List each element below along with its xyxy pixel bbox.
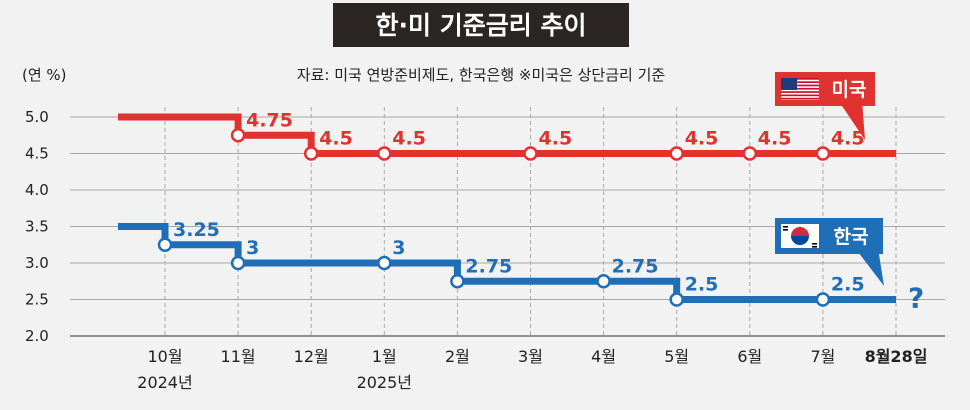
x-tick-label: 6월 xyxy=(737,347,762,366)
data-point xyxy=(450,274,465,289)
legend-us: 미국 xyxy=(775,72,875,140)
y-tick-label: 5.0 xyxy=(25,108,49,126)
y-tick-label: 3.5 xyxy=(25,218,49,236)
series-us: 4.75 4.5 4.5 4.5 4.5 4.5 4.5 xyxy=(118,109,896,161)
data-label: 3 xyxy=(392,237,405,259)
source-note: 자료: 미국 연방준비제도, 한국은행 ※미국은 상단금리 기준 xyxy=(297,66,666,84)
title-box xyxy=(333,3,629,47)
data-point xyxy=(815,146,831,161)
y-tick-label: 4.0 xyxy=(25,181,49,199)
kr-flag-icon xyxy=(781,224,819,248)
data-point xyxy=(157,237,173,252)
data-label: 4.5 xyxy=(392,128,426,150)
x-tick-label: 10월 xyxy=(147,347,182,366)
data-point xyxy=(523,146,538,161)
end-label: ? xyxy=(908,282,924,315)
x-tick-label: 8월28일 xyxy=(865,347,928,366)
callout-pointer xyxy=(855,248,884,286)
chart-title: 한·미 기준금리 추이 xyxy=(376,11,587,40)
data-label: 4.75 xyxy=(246,109,293,131)
data-point xyxy=(230,255,246,271)
x-tick-label: 3월 xyxy=(518,347,543,366)
data-point xyxy=(230,128,246,143)
legend-kr: 한국 xyxy=(775,218,884,286)
data-point xyxy=(596,274,611,289)
data-label: 3.25 xyxy=(173,219,220,241)
data-point xyxy=(815,292,831,307)
y-tick-label: 4.5 xyxy=(25,145,49,163)
data-label: 2.75 xyxy=(465,255,512,277)
x-tick-label: 12월 xyxy=(294,347,329,366)
data-label: 3 xyxy=(246,237,259,259)
y-tick-label: 3.0 xyxy=(25,254,49,272)
y-axis: 2.0 2.5 3.0 3.5 4.0 4.5 5.0 xyxy=(25,108,49,345)
series-kr: 3.25 3 3 2.75 2.75 2.5 2.5? xyxy=(118,219,924,315)
data-label: 2.5 xyxy=(831,274,865,296)
data-label: 2.5 xyxy=(685,274,719,296)
legend-label: 한국 xyxy=(834,226,869,248)
data-label: 2.75 xyxy=(612,255,659,277)
x-tick-label: 1월 xyxy=(372,347,397,366)
y-tick-label: 2.5 xyxy=(25,291,49,309)
callout-pointer xyxy=(838,100,865,140)
x-tick-label: 2월 xyxy=(445,347,470,366)
legend-label: 미국 xyxy=(832,79,867,101)
data-label: 4.5 xyxy=(758,128,792,150)
x-tick-label: 4월 xyxy=(591,347,616,366)
data-point xyxy=(303,146,319,161)
year-label: 2024년 xyxy=(137,373,192,392)
data-label: 4.5 xyxy=(319,128,353,150)
data-point xyxy=(669,146,684,161)
series-layer: 4.75 4.5 4.5 4.5 4.5 4.5 4.5 3.25 3 3 2.75 2.75 2.5 2… xyxy=(118,109,924,315)
us-flag-icon xyxy=(781,78,819,100)
data-label: 4.5 xyxy=(685,128,719,150)
year-label: 2025년 xyxy=(357,373,412,392)
data-label: 4.5 xyxy=(539,128,573,150)
x-axis: 10월 11월 12월 1월 2월 3월 4월 5월 6월 7월 8월28일 2024년 2025년 xyxy=(137,347,927,392)
grid xyxy=(70,107,945,337)
data-point xyxy=(742,146,758,161)
data-point xyxy=(377,255,392,271)
x-tick-label: 5월 xyxy=(664,347,689,366)
data-point xyxy=(669,292,684,307)
data-label: 4.5 xyxy=(831,128,865,150)
x-tick-label: 11월 xyxy=(221,347,256,366)
data-point xyxy=(377,146,392,161)
x-tick-label: 7월 xyxy=(810,347,835,366)
unit-label: (연 %) xyxy=(22,66,67,84)
y-tick-label: 2.0 xyxy=(25,327,49,345)
